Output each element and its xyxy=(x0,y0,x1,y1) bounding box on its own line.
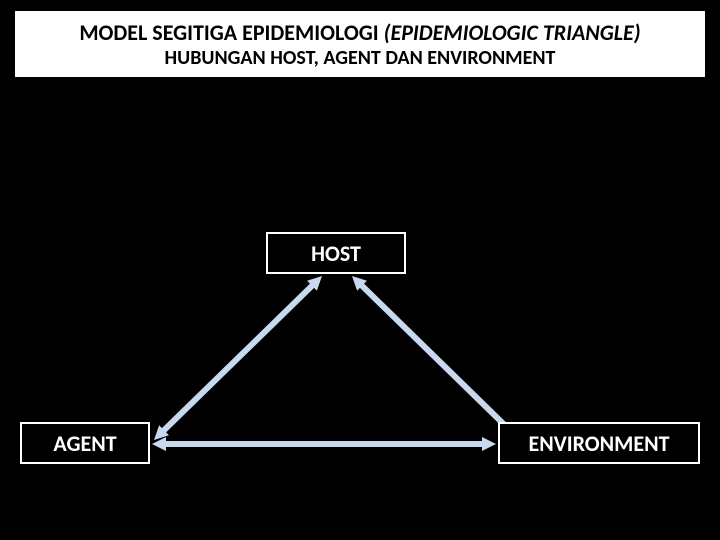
title-line-1: MODEL SEGITIGA EPIDEMIOLOGI (EPIDEMIOLOG… xyxy=(79,19,640,46)
node-environment-label: ENVIRONMENT xyxy=(529,430,670,457)
node-environment: ENVIRONMENT xyxy=(498,422,700,464)
title-plain: MODEL SEGITIGA EPIDEMIOLOGI xyxy=(79,19,383,46)
title-line-2: HUBUNGAN HOST, AGENT DAN ENVIRONMENT xyxy=(165,46,556,70)
node-host: HOST xyxy=(266,232,406,274)
node-host-label: HOST xyxy=(311,240,361,267)
title-italic: (EPIDEMIOLOGIC TRIANGLE) xyxy=(384,19,641,46)
title-box: MODEL SEGITIGA EPIDEMIOLOGI (EPIDEMIOLOG… xyxy=(12,8,708,80)
slide: MODEL SEGITIGA EPIDEMIOLOGI (EPIDEMIOLOG… xyxy=(0,0,720,540)
node-agent-label: AGENT xyxy=(53,430,116,457)
node-agent: AGENT xyxy=(20,422,150,464)
